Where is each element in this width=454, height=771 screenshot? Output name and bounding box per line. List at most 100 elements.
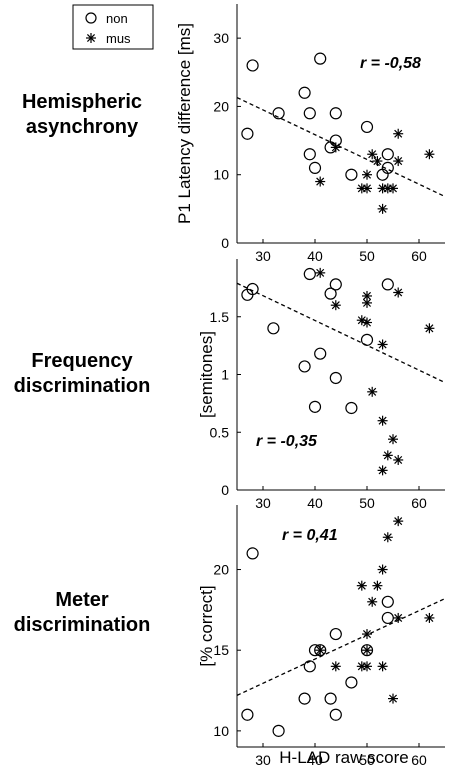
trend-line: [236, 597, 446, 696]
legend-box: [72, 4, 154, 50]
data-point-non: [329, 278, 342, 291]
shared-x-axis-label: H-LAD raw score: [279, 748, 408, 767]
trend-line: [236, 96, 446, 198]
x-tick-label: 40: [307, 752, 323, 768]
row-label-line: asynchrony: [25, 116, 139, 138]
correlation-annotation: r = -0,35: [256, 433, 318, 450]
data-point-mus: [330, 300, 341, 311]
data-point-non: [381, 161, 394, 174]
data-point-mus: [393, 454, 404, 465]
data-point-mus: [362, 645, 372, 656]
data-point-mus: [367, 386, 378, 397]
data-point-non: [267, 322, 280, 335]
data-point-non: [345, 168, 358, 181]
data-point-mus: [393, 516, 404, 527]
data-point-mus: [315, 176, 326, 187]
x-tick-label: 50: [359, 752, 375, 768]
row-label-line: discrimination: [13, 614, 151, 636]
data-point-non: [246, 547, 259, 560]
data-point-non: [360, 333, 374, 346]
data-point-non: [303, 267, 316, 281]
data-point-mus: [330, 661, 341, 672]
data-point-non: [314, 644, 327, 657]
data-point-mus: [362, 317, 372, 328]
legend-label-mus: mus: [106, 31, 131, 46]
data-point-non: [381, 611, 394, 625]
data-point-non: [314, 52, 327, 65]
data-point-mus: [388, 693, 398, 704]
data-point-non: [381, 278, 394, 291]
data-point-mus: [377, 339, 388, 350]
data-point-non: [298, 692, 311, 705]
data-point-non: [272, 107, 285, 120]
data-point-mus: [393, 612, 404, 623]
data-point-non: [345, 401, 358, 415]
data-point-mus: [388, 183, 398, 194]
data-point-mus: [367, 596, 378, 607]
data-point-non: [329, 371, 342, 385]
data-point-mus: [424, 323, 435, 334]
y-tick-label: 1: [221, 367, 229, 383]
row-label-line: discrimination: [13, 375, 151, 397]
y-tick-label: 1.5: [210, 309, 230, 325]
data-point-mus: [377, 564, 388, 575]
data-point-non: [298, 86, 311, 99]
data-point-non: [345, 676, 358, 689]
legend: non mus: [72, 4, 154, 50]
data-point-mus: [377, 415, 388, 426]
x-tick-label: 50: [359, 495, 375, 511]
data-point-non: [241, 708, 254, 721]
data-point-mus: [362, 169, 372, 180]
data-point-non: [246, 282, 259, 296]
data-point-non: [329, 627, 342, 641]
data-point-mus: [424, 149, 435, 160]
data-point-mus: [393, 156, 404, 167]
y-axis-label: [semitones]: [197, 331, 216, 418]
data-point-non: [303, 148, 316, 161]
data-point-non: [360, 644, 374, 657]
data-point-non: [308, 161, 322, 174]
x-tick-label: 30: [255, 248, 271, 264]
scatter-panel-3: 10 15 20 30 40 50 60 [% correct] r = 0,41: [197, 505, 446, 768]
data-point-non: [324, 692, 337, 705]
data-point-non: [381, 595, 394, 608]
y-tick-label: 20: [213, 98, 229, 114]
scatter-panel-2: 0 0.5 1 1.5 30 40 50 60 [semitones] r = -0,35: [197, 259, 446, 511]
row-label-hemispheric: Hemispheric asynchrony: [0, 90, 164, 140]
data-point-non: [298, 360, 311, 373]
data-point-mus: [362, 661, 372, 672]
data-point-mus: [362, 629, 372, 640]
data-point-mus: [372, 156, 383, 167]
data-point-non: [303, 660, 316, 673]
data-point-non: [241, 127, 254, 140]
asterisk-icon: [86, 33, 96, 43]
data-point-mus: [377, 661, 388, 672]
trend-line: [236, 282, 446, 384]
data-point-mus: [377, 465, 388, 476]
data-point-non: [314, 347, 327, 360]
x-tick-label: 30: [255, 752, 271, 768]
x-tick-label: 30: [255, 495, 271, 511]
y-tick-label: 15: [213, 642, 229, 658]
x-tick-label: 40: [307, 495, 323, 511]
data-point-non: [360, 120, 374, 134]
y-tick-label: 10: [213, 723, 229, 739]
y-axis-label: P1 Latency difference [ms]: [175, 23, 194, 224]
y-tick-label: 0: [221, 235, 229, 251]
y-tick-label: 20: [213, 562, 229, 578]
data-point-mus: [382, 450, 393, 461]
row-label-line: Frequency: [31, 350, 133, 372]
correlation-annotation: r = -0,58: [360, 55, 421, 72]
data-point-non: [272, 724, 285, 737]
y-tick-label: 30: [213, 30, 229, 46]
data-point-non: [329, 708, 342, 721]
data-point-non: [308, 400, 322, 413]
circle-icon: [85, 12, 97, 24]
data-point-non: [381, 148, 394, 161]
data-point-mus: [377, 203, 388, 214]
x-tick-label: 40: [307, 248, 323, 264]
x-tick-label: 60: [411, 752, 427, 768]
data-point-mus: [372, 580, 383, 591]
x-tick-label: 50: [359, 248, 375, 264]
